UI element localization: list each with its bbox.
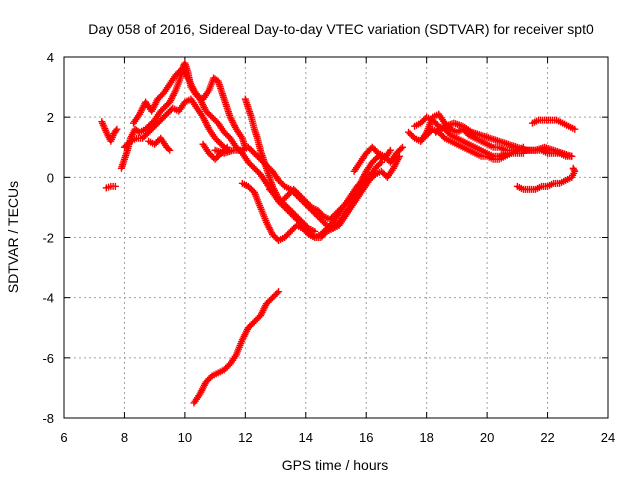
series-arc-12 [350,143,406,175]
series-arc-19 [190,288,283,407]
x-tick-label: 6 [60,430,67,445]
data-point [164,145,172,153]
x-tick-labels: 6 8 10 12 14 16 18 20 22 24 [60,430,615,445]
y-tick-label: -8 [42,411,54,426]
x-tick-label: 14 [299,430,313,445]
x-tick-label: 24 [601,430,615,445]
x-tick-label: 22 [540,430,554,445]
series-arc-2 [102,182,119,192]
series-arc-11 [266,146,394,223]
y-tick-labels: 4 2 0 -2 -4 -6 -8 [42,50,54,426]
data-point [321,220,329,228]
x-tick-label: 10 [178,430,192,445]
data-point [568,152,576,160]
series-arc-4 [120,95,231,154]
data-point [570,166,578,174]
x-tick-label: 12 [238,430,252,445]
data-point [571,125,579,133]
data-point [111,182,119,190]
data-point [376,160,384,168]
data-point [409,133,417,141]
data-point [445,130,453,138]
data-point [166,146,174,154]
y-tick-label: 0 [47,170,54,185]
data-point [273,289,281,297]
data-point [439,133,447,141]
data-point [397,145,405,153]
y-tick-label: 4 [47,50,54,65]
grid-lines [64,57,608,418]
data-point [398,143,406,151]
data-point [207,373,215,381]
x-tick-label: 16 [359,430,373,445]
x-tick-label: 18 [419,430,433,445]
data-point [569,164,577,172]
data-point [370,172,378,180]
x-tick-label: 20 [480,430,494,445]
data-point [125,139,133,147]
data-point [321,229,329,237]
data-point [275,288,283,296]
axis-ticks [63,56,609,419]
x-tick-label: 8 [121,430,128,445]
y-tick-label: -6 [42,351,54,366]
y-tick-label: -4 [42,291,54,306]
data-points [98,59,579,407]
chart-title: Day 058 of 2016, Sidereal Day-to-day VTE… [88,21,594,37]
data-point [306,202,314,210]
data-point [112,127,120,135]
series-arc-15 [417,125,527,163]
data-point [318,211,326,219]
y-axis-label: SDTVAR / TECUs [5,181,21,293]
y-tick-label: -2 [42,231,54,246]
series-arc-16 [432,119,576,160]
data-point [373,148,381,156]
series-arc-18 [513,164,579,193]
data-point [386,146,394,154]
x-axis-label: GPS time / hours [282,457,389,473]
data-point [433,121,441,129]
series-arc-6 [145,134,174,154]
series-arc-1 [98,118,121,145]
data-point [113,125,121,133]
data-point [279,181,287,189]
y-tick-label: 2 [47,110,54,125]
data-point [311,227,319,235]
series-arc-17 [528,116,579,133]
series-arc-10 [238,152,403,245]
data-point [303,229,311,237]
